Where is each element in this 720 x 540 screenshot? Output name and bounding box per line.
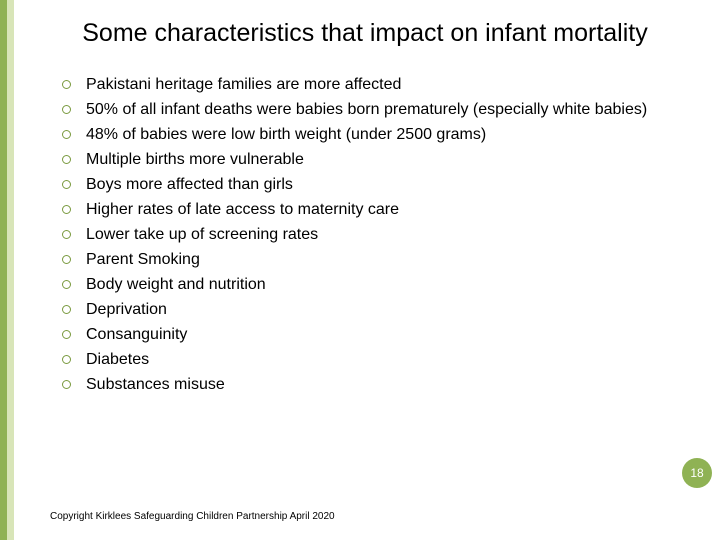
copyright-footer: Copyright Kirklees Safeguarding Children…: [50, 511, 335, 522]
page-number-badge: 18: [682, 458, 712, 488]
left-accent-stripe: [0, 0, 14, 540]
list-item: Boys more affected than girls: [60, 173, 680, 197]
list-item: Substances misuse: [60, 373, 680, 397]
stripe-dark: [0, 0, 7, 540]
list-item: 48% of babies were low birth weight (und…: [60, 123, 680, 147]
slide-content: Some characteristics that impact on infa…: [14, 0, 720, 540]
list-item: Higher rates of late access to maternity…: [60, 198, 680, 222]
list-item: Parent Smoking: [60, 248, 680, 272]
list-item: Diabetes: [60, 348, 680, 372]
bullet-list: Pakistani heritage families are more aff…: [50, 73, 680, 397]
page-number: 18: [690, 466, 703, 480]
stripe-light: [7, 0, 14, 540]
list-item: 50% of all infant deaths were babies bor…: [60, 98, 680, 122]
list-item: Multiple births more vulnerable: [60, 148, 680, 172]
slide-title: Some characteristics that impact on infa…: [50, 18, 680, 49]
list-item: Deprivation: [60, 298, 680, 322]
list-item: Consanguinity: [60, 323, 680, 347]
list-item: Lower take up of screening rates: [60, 223, 680, 247]
list-item: Body weight and nutrition: [60, 273, 680, 297]
list-item: Pakistani heritage families are more aff…: [60, 73, 680, 97]
